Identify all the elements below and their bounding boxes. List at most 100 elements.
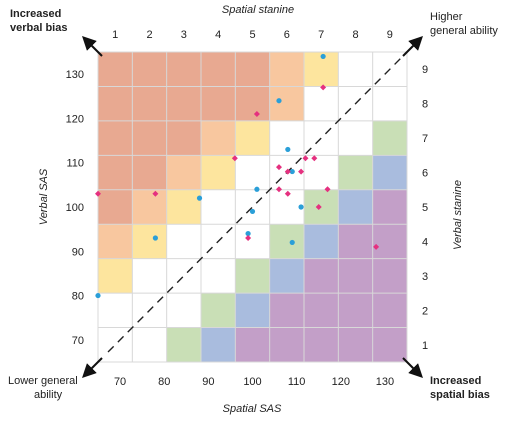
right-axis-title: Verbal stanine xyxy=(452,180,464,250)
grid-cell xyxy=(304,293,339,328)
y-tick-label: 80 xyxy=(72,291,84,303)
y-tick-label: 100 xyxy=(66,202,84,214)
top-stanine-tick: 5 xyxy=(249,29,255,41)
grid-cell xyxy=(338,120,373,156)
corner-bottom-right-line1: Increased xyxy=(430,375,481,387)
data-point-circle xyxy=(289,168,295,175)
grid-cell xyxy=(269,52,304,87)
data-points xyxy=(95,53,380,299)
arrow-bottom-left xyxy=(82,357,103,378)
data-point-circle xyxy=(196,195,203,201)
right-stanine-tick: 8 xyxy=(422,99,428,111)
top-stanine-tick: 1 xyxy=(112,29,118,41)
data-point-diamond xyxy=(95,190,101,197)
y-tick-label: 90 xyxy=(72,246,84,258)
data-point-diamond xyxy=(311,155,318,162)
grid-cell xyxy=(201,189,236,225)
corner-top-left-line1: Increased xyxy=(10,8,61,20)
grid-cell xyxy=(304,258,339,294)
data-point-circle xyxy=(285,146,291,153)
grid-cell xyxy=(166,224,201,259)
grid-cell xyxy=(338,155,373,190)
top-axis-title: Spatial stanine xyxy=(222,4,294,16)
x-axis-title: Spatial SAS xyxy=(223,403,282,415)
grid-cell xyxy=(201,293,236,328)
grid-cell xyxy=(372,120,407,156)
grid-cell xyxy=(201,327,236,362)
corner-bottom-left-line2: ability xyxy=(34,389,63,401)
x-tick-label: 120 xyxy=(332,376,350,388)
grid-cell xyxy=(166,52,201,87)
grid-cell xyxy=(98,224,133,259)
corner-bottom-right-line2: spatial bias xyxy=(430,389,490,401)
grid-cell xyxy=(235,258,270,294)
grid-cell xyxy=(338,224,373,259)
diagonal-dashed-line xyxy=(107,53,406,353)
y-tick-label: 130 xyxy=(66,69,84,81)
grid-cell xyxy=(235,52,270,87)
grid-cell xyxy=(235,120,270,156)
grid-cell xyxy=(338,293,373,328)
y-tick-label: 70 xyxy=(72,335,84,347)
grid-cell xyxy=(235,155,270,190)
data-point-diamond xyxy=(152,190,159,197)
right-stanine-tick: 9 xyxy=(422,64,428,76)
grid-cell xyxy=(235,327,270,362)
right-stanine-tick: 7 xyxy=(422,133,428,145)
data-point-diamond xyxy=(253,111,260,117)
grid-cell xyxy=(372,189,407,225)
arrow-bottom-right xyxy=(402,357,423,378)
grid-cell xyxy=(98,86,133,121)
grid-cell xyxy=(132,86,167,121)
data-point-diamond xyxy=(315,204,322,210)
grid-cell xyxy=(98,120,133,156)
grid-cell xyxy=(372,155,407,190)
x-tick-label: 110 xyxy=(288,376,306,388)
top-stanine-tick: 2 xyxy=(146,29,152,41)
grid-cell xyxy=(132,327,167,362)
data-point-diamond xyxy=(298,168,305,175)
grid-cell xyxy=(132,155,167,190)
top-stanine-tick: 6 xyxy=(284,29,290,41)
data-point-circle xyxy=(276,98,282,104)
data-point-circle xyxy=(245,230,251,237)
top-stanine-tick: 3 xyxy=(181,29,187,41)
x-tick-label: 80 xyxy=(158,376,170,388)
grid-cell xyxy=(166,293,201,328)
corner-top-right-line1: Higher xyxy=(430,11,463,23)
data-point-diamond xyxy=(284,168,291,175)
corner-bottom-left-line1: Lower general xyxy=(8,375,78,387)
grid-cell xyxy=(98,52,133,87)
grid-cell xyxy=(201,120,236,156)
grid-cell xyxy=(98,189,133,225)
data-point-diamond xyxy=(320,84,327,91)
grid-cell xyxy=(372,258,407,294)
data-point-diamond xyxy=(275,164,282,171)
x-tick-label: 70 xyxy=(114,376,126,388)
data-point-diamond xyxy=(373,243,380,250)
data-point-diamond xyxy=(324,186,331,193)
grid-cell xyxy=(235,86,270,121)
grid-cell xyxy=(269,293,304,328)
right-stanine-tick: 3 xyxy=(422,271,428,283)
data-point-circle xyxy=(298,204,304,210)
x-tick-label: 100 xyxy=(243,376,261,388)
arrow-top-left xyxy=(82,36,103,57)
grid-cell xyxy=(372,293,407,328)
grid-cell xyxy=(132,120,167,156)
grid-cell xyxy=(269,258,304,294)
grid-cell xyxy=(132,224,167,259)
top-stanine-tick: 9 xyxy=(387,29,393,41)
grid-cell xyxy=(235,293,270,328)
grid-cell xyxy=(372,224,407,259)
grid-cell xyxy=(166,189,201,225)
data-point-circle xyxy=(289,239,295,246)
grid-cell xyxy=(132,258,167,294)
tick-labels: 1 1 2 2 3 3 4 4 5 5 6 6 7 7 8 8 9 9 70 80 90 100 110 120 130 70 80… xyxy=(66,29,428,388)
grid-cell xyxy=(98,258,133,294)
grid-cell xyxy=(201,258,236,294)
data-point-diamond xyxy=(275,186,282,193)
data-point-diamond xyxy=(284,190,291,197)
right-stanine-tick: 2 xyxy=(422,305,428,317)
